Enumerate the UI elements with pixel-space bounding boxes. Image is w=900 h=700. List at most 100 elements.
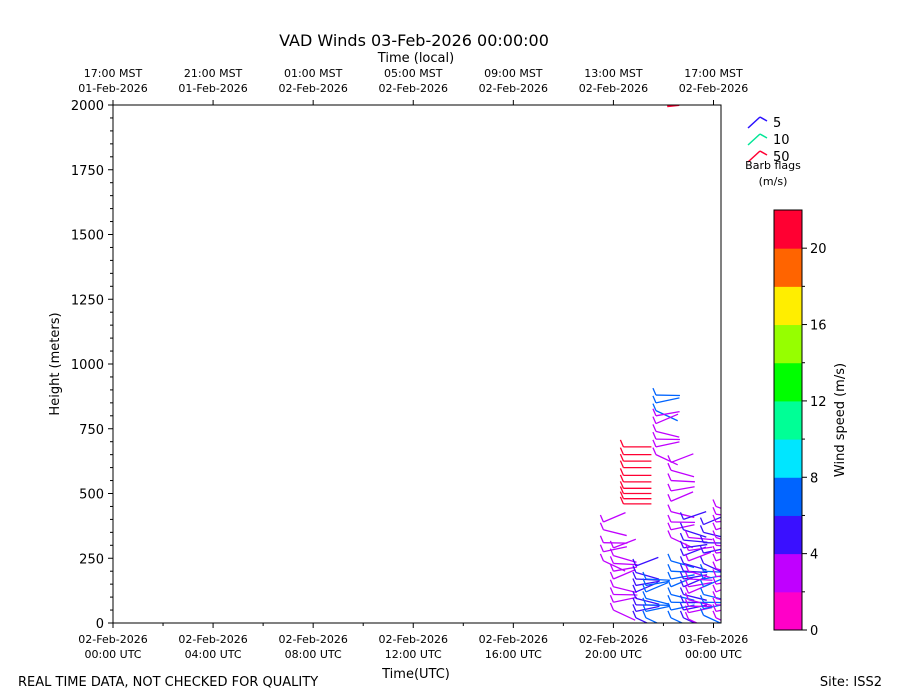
wind-barb xyxy=(715,575,721,578)
wind-barb xyxy=(703,614,721,623)
wind-barb xyxy=(715,520,721,523)
wind-barb-flag xyxy=(699,595,705,603)
wind-barb-flag xyxy=(609,587,615,595)
wind-barb-flag xyxy=(609,548,615,556)
wind-barb-flag xyxy=(642,578,647,586)
wind-barb xyxy=(715,551,721,554)
wind-barb-flag xyxy=(652,416,657,424)
wind-barb-flag xyxy=(599,535,605,543)
wind-barb xyxy=(715,567,721,571)
wind-barb-flag xyxy=(667,462,672,471)
wind-barb xyxy=(613,609,636,621)
wind-barb-flag xyxy=(679,532,685,541)
wind-barb-flag xyxy=(632,610,637,619)
wind-barb xyxy=(603,512,626,523)
wind-barb-flag xyxy=(684,543,690,551)
wind-barb-flag xyxy=(699,563,705,572)
colorbar-segment xyxy=(774,515,802,555)
wind-barb-flag xyxy=(642,604,647,612)
wind-barb-flag xyxy=(667,530,672,538)
wind-barb xyxy=(715,617,721,621)
wind-barb-flag xyxy=(667,455,672,463)
wind-barb-flag xyxy=(679,610,685,619)
wind-barb-flag xyxy=(652,387,657,396)
wind-barb-flag xyxy=(632,578,637,586)
wind-barb-flag xyxy=(712,604,717,612)
wind-barb xyxy=(655,441,680,448)
wind-barb-flag xyxy=(667,579,672,587)
top-tick-time: 01:00 MST xyxy=(284,67,343,80)
wind-barb-flag xyxy=(699,525,705,533)
top-tick-date: 01-Feb-2026 xyxy=(78,82,147,95)
quality-note: REAL TIME DATA, NOT CHECKED FOR QUALITY xyxy=(18,675,318,690)
legend-label-5: 5 xyxy=(773,116,781,131)
legend-barb-5 xyxy=(747,116,761,129)
wind-barb xyxy=(715,589,721,593)
wind-barb-flag xyxy=(619,491,625,499)
top-tick-time: 17:00 MST xyxy=(84,67,143,80)
wind-barb-flag xyxy=(632,558,637,567)
wind-barb-flag xyxy=(684,530,690,538)
x-tick-time: 00:00 UTC xyxy=(685,648,742,661)
wind-barb-flag xyxy=(609,579,615,587)
x-tick-date: 02-Feb-2026 xyxy=(178,633,247,646)
wind-barb-flag xyxy=(712,561,717,569)
wind-barb-flag xyxy=(667,610,672,619)
wind-barb-flag xyxy=(599,522,605,531)
wind-barb-flag xyxy=(609,571,615,580)
wind-barb xyxy=(613,538,637,549)
legend-barb-10 xyxy=(747,133,761,146)
wind-barb-flag xyxy=(712,597,717,606)
wind-barb xyxy=(613,566,638,572)
wind-barb-flag xyxy=(619,447,625,455)
wind-barb-flag xyxy=(667,602,672,611)
colorbar-tick-label: 0 xyxy=(810,624,818,639)
wind-barb xyxy=(670,560,695,569)
wind-barb xyxy=(703,604,721,610)
x-tick-date: 02-Feb-2026 xyxy=(479,633,548,646)
colorbar-segment xyxy=(774,362,802,402)
wind-barb-flag xyxy=(712,610,717,619)
wind-barb-flag xyxy=(679,556,685,564)
wind-barb xyxy=(715,513,721,516)
colorbar-segment xyxy=(774,324,802,364)
site-label: Site: ISS2 xyxy=(820,675,882,690)
wind-barb-flag xyxy=(667,563,672,572)
wind-barb-flag xyxy=(667,553,672,562)
x-tick-time: 08:00 UTC xyxy=(285,648,342,661)
colorbar-tick-label: 16 xyxy=(810,319,827,334)
wind-barb-flag xyxy=(679,548,685,556)
colorbar-segment xyxy=(774,248,802,287)
wind-barb xyxy=(715,544,721,547)
wind-barb xyxy=(715,582,721,585)
x-tick-date: 02-Feb-2026 xyxy=(278,633,347,646)
wind-barb-flag xyxy=(684,598,690,607)
wind-barb xyxy=(613,555,637,563)
colorbar-segment xyxy=(774,210,802,249)
wind-barb xyxy=(635,556,659,567)
wind-barb-flag xyxy=(699,587,705,595)
x-tick-date: 02-Feb-2026 xyxy=(78,633,147,646)
legend-caption: Barb flags xyxy=(745,159,801,172)
x-tick-time: 20:00 UTC xyxy=(585,648,642,661)
wind-barb-flag xyxy=(599,514,605,523)
wind-barb-flag xyxy=(652,403,657,411)
wind-barb-flag xyxy=(712,591,717,599)
wind-barb xyxy=(655,413,679,425)
wind-barb-flag xyxy=(667,473,672,481)
wind-barb-flag xyxy=(652,408,657,417)
wind-barb-flag xyxy=(632,584,637,593)
legend-barb-flag-5 xyxy=(759,116,768,122)
legend-barb-50 xyxy=(747,150,761,163)
y-axis-label: Height (meters) xyxy=(48,312,63,415)
wind-barb xyxy=(645,605,670,612)
x-tick-time: 04:00 UTC xyxy=(185,648,242,661)
colorbar-segment xyxy=(774,553,802,593)
top-axis-label: Time (local) xyxy=(377,51,454,66)
wind-barb xyxy=(603,546,628,553)
y-ticks: 0 250 500 750 1000 1250 1500 1750 2000 xyxy=(71,99,113,632)
colorbar-tick-label: 8 xyxy=(810,471,818,486)
wind-barb-flag xyxy=(679,563,685,572)
wind-barb-flag xyxy=(632,591,637,599)
y-tick-label: 750 xyxy=(79,423,104,438)
